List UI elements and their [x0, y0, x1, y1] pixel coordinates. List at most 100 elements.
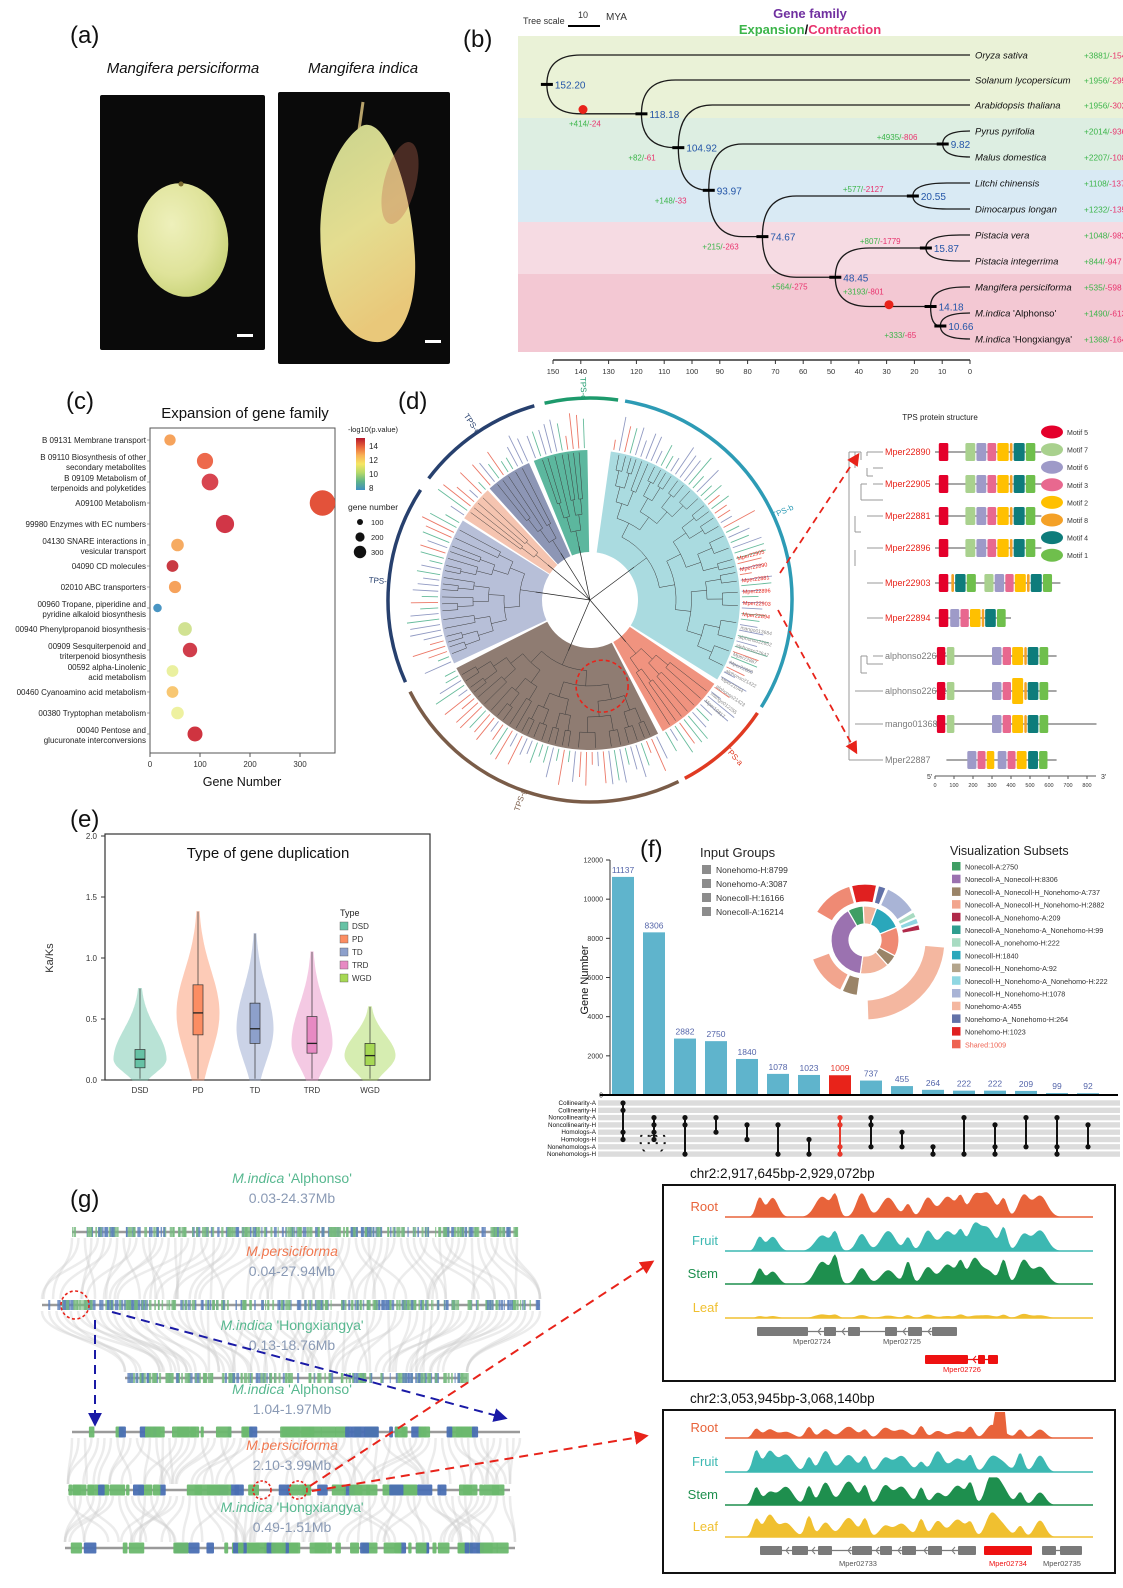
matrix-stripe	[598, 1136, 1120, 1143]
leaf-label-mark	[421, 564, 442, 570]
node-age: 74.67	[770, 233, 795, 244]
leaf-label-mark	[422, 531, 450, 543]
gene-strip	[380, 1373, 383, 1383]
gene-strip	[277, 1227, 279, 1237]
synteny-ribbon	[116, 1437, 133, 1485]
subfamily-arc	[544, 396, 619, 405]
category-label: 04130 SNARE interactions in	[42, 537, 146, 546]
clade-line	[639, 517, 649, 531]
gene-strip	[465, 1373, 469, 1383]
gene-strip	[330, 1227, 334, 1237]
gene-strip	[451, 1227, 454, 1237]
leaf-label-mark	[519, 738, 528, 755]
violin-plot: Type of gene duplication0.00.51.01.52.0K…	[44, 832, 431, 1095]
clade-line	[503, 668, 516, 680]
motif-2	[1016, 751, 1027, 769]
gene-strip	[502, 1227, 505, 1237]
gene-block	[224, 1542, 229, 1554]
clade-line	[722, 591, 738, 594]
gene-strip	[254, 1300, 256, 1310]
gene-strip	[324, 1300, 328, 1310]
gene-strip	[66, 1300, 70, 1310]
clade-line	[547, 458, 562, 503]
gene-label: Mper02735	[1043, 1559, 1081, 1568]
leaf-label-mark	[602, 751, 607, 784]
category-label: triterpenoid biosynthesis	[60, 652, 146, 661]
motif-4	[1028, 751, 1038, 769]
branch-expansion-contraction: +577/-2127	[843, 185, 884, 194]
matrix-dot	[651, 1115, 657, 1121]
root-line	[568, 599, 591, 651]
gene-strip	[143, 1373, 146, 1383]
leaf-label-mark	[692, 476, 705, 489]
gene-strip	[402, 1227, 405, 1237]
gene-exon	[818, 1546, 832, 1555]
gene-strip	[314, 1300, 317, 1310]
gene-strip	[172, 1300, 175, 1310]
clade-line	[562, 650, 569, 665]
gene-strip	[252, 1227, 255, 1237]
motif-5	[938, 539, 949, 557]
donut-segment	[897, 911, 917, 926]
input-group-swatch	[702, 879, 711, 888]
motif-5	[936, 715, 946, 733]
motif-1	[966, 574, 976, 592]
clade-arc	[656, 672, 662, 677]
synteny-ribbon	[63, 1495, 83, 1543]
axis-tick-label: 100	[686, 367, 699, 376]
gene-strip	[456, 1300, 458, 1310]
motif-8	[1024, 647, 1027, 665]
gene-strip	[437, 1300, 440, 1310]
clade-line	[482, 497, 528, 541]
leaf-label-mark	[575, 414, 580, 449]
leaf-label-mark	[445, 514, 460, 524]
gene-exon	[928, 1546, 942, 1555]
gene-strip	[171, 1373, 174, 1383]
leaf-label-mark	[696, 469, 719, 493]
gene-strip	[519, 1300, 522, 1310]
synteny-ribbon	[234, 1495, 243, 1543]
gene-strip	[99, 1300, 101, 1310]
leaf-label-mark	[679, 722, 695, 744]
subset-label: Nonecoll-A_Nonecoll-H_Nonehomo-A:737	[965, 888, 1100, 897]
tree-branch	[546, 54, 970, 85]
leaf-label-mark	[741, 589, 762, 592]
tree-branch	[925, 247, 970, 262]
synteny-ribbon	[120, 1437, 145, 1485]
gene-block	[128, 1542, 145, 1554]
dot	[182, 642, 198, 658]
clade-line	[527, 720, 535, 735]
synteny-ribbon	[171, 1437, 197, 1485]
x-tick-label: 0	[148, 760, 153, 769]
gene-strip	[110, 1227, 114, 1237]
gene-strip	[304, 1300, 307, 1310]
synteny-ribbon	[138, 1495, 147, 1543]
gene-strip	[498, 1300, 501, 1310]
clade-line	[533, 722, 540, 738]
clade-line	[474, 616, 490, 620]
matrix-dot	[992, 1122, 998, 1128]
upset-bar	[891, 1086, 913, 1095]
subset-swatch	[952, 1039, 961, 1049]
matrix-dot	[775, 1122, 781, 1128]
motif-1	[1042, 574, 1053, 592]
category-label: acid metabolism	[88, 673, 146, 682]
leaf-label-mark	[651, 738, 667, 771]
synteny-ribbon	[82, 1437, 100, 1485]
gene-strip	[210, 1227, 213, 1237]
gene-strip	[397, 1373, 401, 1383]
upset-bar	[798, 1074, 820, 1095]
gene-strip	[86, 1227, 90, 1237]
track-title: M.indica 'Hongxiangya'	[220, 1499, 363, 1515]
gene-strip	[135, 1373, 138, 1383]
clade-line	[559, 503, 565, 519]
gene-strip	[299, 1300, 302, 1310]
clade-line	[451, 647, 467, 654]
gene-exon	[925, 1355, 968, 1364]
leaf-label-mark	[472, 464, 491, 486]
clade-arc	[630, 490, 636, 493]
upset-bar	[612, 876, 634, 1095]
clade-line	[610, 715, 614, 731]
leaf-label-mark	[679, 455, 697, 478]
clade-arc	[476, 630, 481, 640]
